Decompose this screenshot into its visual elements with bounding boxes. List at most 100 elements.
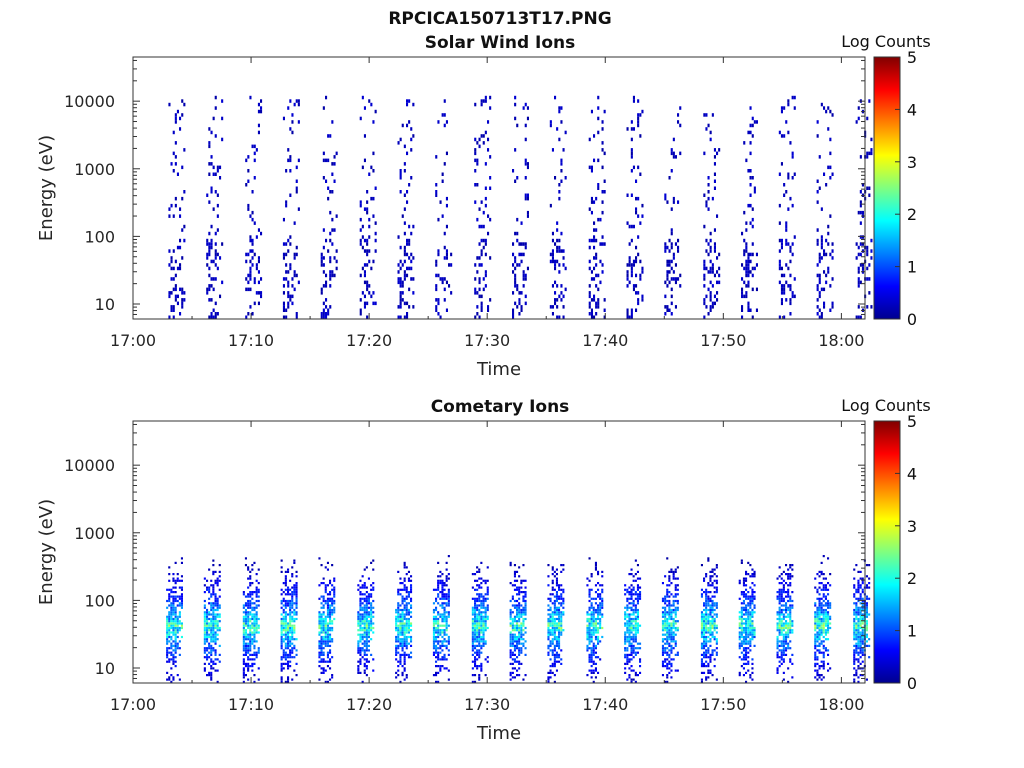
heatmap-cell [636,597,639,600]
heatmap-cell [713,624,716,627]
heatmap-cell [599,593,602,596]
heatmap-cell [666,259,669,264]
heatmap-cell [174,660,177,663]
heatmap-cell [827,231,830,236]
heatmap-cell [474,633,477,636]
heatmap-cell [399,277,402,281]
heatmap-cell [868,151,871,156]
heatmap-cell [818,252,821,257]
heatmap-cell [634,608,637,612]
heatmap-cell [329,591,332,594]
heatmap-cell [216,169,219,173]
heatmap-cell [776,613,779,616]
heatmap-cell [666,584,669,587]
heatmap-cell [178,613,181,616]
heatmap-cell [212,584,215,587]
heatmap-cell [713,591,716,594]
heatmap-cell [674,653,677,656]
heatmap-cell [295,653,298,656]
heatmap-cell [168,629,171,632]
heatmap-cell [482,604,485,607]
heatmap-cell [247,280,250,285]
heatmap-cell [363,158,366,163]
heatmap-cell [445,575,448,578]
heatmap-cell [333,577,336,580]
heatmap-cell [320,635,323,639]
heatmap-cell [374,301,377,306]
heatmap-cell [368,291,371,295]
heatmap-cell [486,593,489,596]
heatmap-cell [480,599,483,603]
heatmap-cell [293,602,296,605]
heatmap-cell [441,613,444,616]
heatmap-cell [524,602,527,605]
heatmap-cell [601,606,604,609]
heatmap-cell [206,620,209,623]
heatmap-cell [480,604,483,607]
heatmap-cell [664,599,667,603]
heatmap-cell [630,155,633,159]
heatmap-cell [738,626,741,630]
heatmap-cell [590,312,593,316]
heatmap-cell [208,200,211,204]
heatmap-cell [287,294,290,299]
colorbar-tick-label: 0 [907,310,917,329]
heatmap-cell [713,186,716,190]
heatmap-cell [549,597,552,600]
heatmap-cell [480,620,483,623]
heatmap-cell [212,604,215,607]
heatmap-cell [484,608,487,612]
heatmap-cell [476,162,479,166]
heatmap-cell [672,577,675,580]
heatmap-cell [363,631,366,634]
heatmap-cell [556,127,559,131]
heatmap-cell [709,575,712,578]
heatmap-cell [785,242,788,246]
heatmap-cell [594,638,597,641]
heatmap-cell [601,120,604,124]
heatmap-cell [628,593,631,596]
heatmap-cell [700,624,703,627]
heatmap-cell [361,602,364,605]
heatmap-cell [486,586,489,589]
heatmap-cell [670,148,673,152]
heatmap-cell [637,113,640,117]
heatmap-cell [489,176,492,180]
heatmap-cell [249,665,252,668]
heatmap-cell [554,280,557,285]
heatmap-cell [484,252,487,257]
heatmap-cell [474,674,477,677]
heatmap-cell [549,640,552,643]
heatmap-cell [212,633,215,636]
heatmap-cell [520,629,523,632]
heatmap-cell [366,315,369,319]
heatmap-cell [630,647,633,650]
heatmap-cell [260,291,263,295]
heatmap-cell [208,611,211,614]
heatmap-cell [365,624,368,627]
heatmap-cell [437,635,440,639]
heatmap-cell [210,593,213,596]
heatmap-cell [367,644,370,647]
heatmap-cell [785,624,788,627]
heatmap-cell [208,242,211,246]
heatmap-cell [218,575,221,578]
heatmap-cell [212,615,215,618]
heatmap-cell [478,242,481,246]
heatmap-cell [588,557,591,560]
heatmap-cell [703,298,706,302]
heatmap-cell [476,640,479,643]
heatmap-cell [253,158,256,163]
heatmap-cell [372,669,375,672]
heatmap-cell [251,312,254,316]
heatmap-cell [586,647,589,650]
heatmap-cell [626,658,629,661]
heatmap-cell [558,595,561,598]
heatmap-cell [399,284,402,288]
heatmap-cell [522,624,525,627]
heatmap-cell [707,604,710,607]
heatmap-cell [295,604,298,607]
heatmap-cell [555,613,558,616]
heatmap-cell [206,238,209,243]
heatmap-cell [713,629,716,632]
